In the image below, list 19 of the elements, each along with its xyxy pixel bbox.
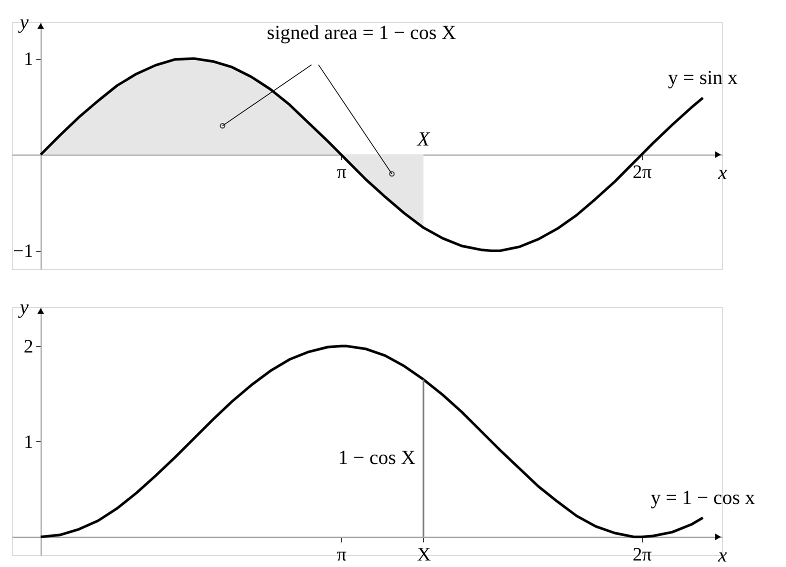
x-tick-label: 2π xyxy=(632,162,652,184)
y-tick-label: 1 xyxy=(24,432,34,453)
x-axis-title: x xyxy=(717,162,728,184)
y-tick-label: 1 xyxy=(24,49,34,70)
series-label: y = sin x xyxy=(668,66,738,89)
x-tick-label: X xyxy=(417,544,432,566)
series-label: y = 1 − cos x xyxy=(650,486,755,509)
y-axis-title: y xyxy=(18,12,29,34)
x-tick-label: π xyxy=(336,162,347,184)
annotation: signed area = 1 − cos X xyxy=(266,22,457,44)
y-axis-title: y xyxy=(18,296,29,318)
line-series xyxy=(39,344,704,538)
x-axis-title: x xyxy=(717,544,728,566)
y-tick-label: −1 xyxy=(12,241,34,262)
x-tick-label: 2π xyxy=(632,544,652,566)
series-label: 1 − cos X xyxy=(338,447,416,470)
y-tick-label: 2 xyxy=(24,336,34,358)
annotation: X xyxy=(416,128,430,151)
x-tick-label: π xyxy=(336,544,347,566)
